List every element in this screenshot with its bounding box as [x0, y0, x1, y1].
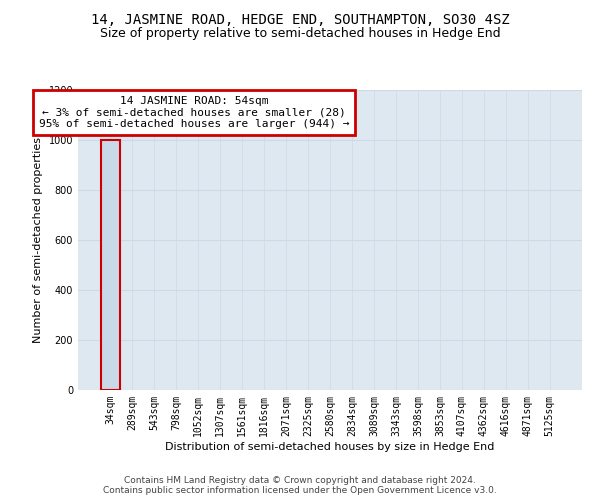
Bar — [101, 140, 119, 390]
Text: Contains HM Land Registry data © Crown copyright and database right 2024.
Contai: Contains HM Land Registry data © Crown c… — [103, 476, 497, 495]
Y-axis label: Number of semi-detached properties: Number of semi-detached properties — [33, 137, 43, 343]
Text: 14, JASMINE ROAD, HEDGE END, SOUTHAMPTON, SO30 4SZ: 14, JASMINE ROAD, HEDGE END, SOUTHAMPTON… — [91, 12, 509, 26]
Text: Distribution of semi-detached houses by size in Hedge End: Distribution of semi-detached houses by … — [166, 442, 494, 452]
Text: Size of property relative to semi-detached houses in Hedge End: Size of property relative to semi-detach… — [100, 28, 500, 40]
Text: 14 JASMINE ROAD: 54sqm
← 3% of semi-detached houses are smaller (28)
95% of semi: 14 JASMINE ROAD: 54sqm ← 3% of semi-deta… — [38, 96, 349, 129]
